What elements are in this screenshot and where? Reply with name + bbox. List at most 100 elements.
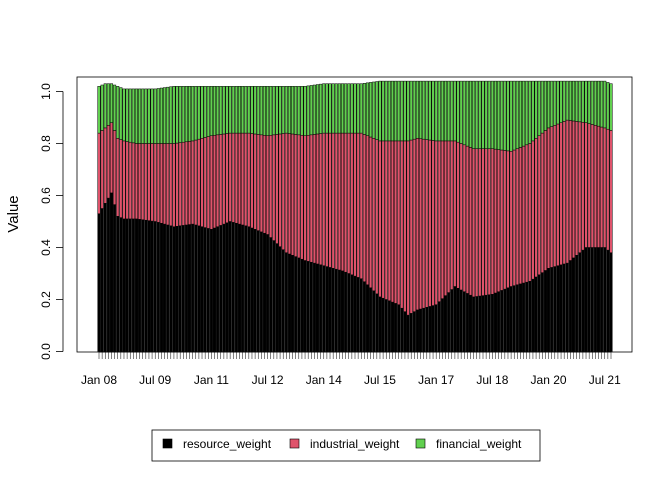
bar-industrial-148 (559, 122, 563, 266)
bar-resource-94 (390, 301, 394, 352)
bar-resource-73 (325, 266, 329, 352)
bar-resource-160 (596, 247, 601, 352)
bar-financial-61 (287, 86, 291, 134)
bar-financial-116 (459, 80, 463, 144)
bar-financial-69 (312, 84, 316, 135)
bar-financial-46 (241, 86, 245, 134)
bar-resource-108 (434, 304, 438, 352)
bar-industrial-39 (219, 134, 223, 226)
bar-financial-136 (522, 80, 526, 147)
bar-financial-121 (475, 80, 479, 149)
bar-industrial-162 (603, 127, 607, 248)
bar-resource-139 (531, 278, 535, 352)
bar-industrial-140 (534, 138, 538, 278)
bar-resource-67 (306, 261, 310, 352)
bar-industrial-115 (456, 141, 460, 289)
bar-industrial-40 (222, 133, 226, 225)
bar-financial-115 (456, 80, 460, 143)
bar-resource-54 (266, 234, 270, 352)
bar-resource-34 (203, 227, 207, 352)
bar-resource-153 (575, 255, 579, 352)
bar-financial-94 (390, 80, 394, 142)
bar-industrial-53 (262, 135, 266, 234)
bar-industrial-30 (191, 140, 195, 225)
bar-resource-0 (97, 213, 101, 352)
bar-financial-2 (103, 83, 107, 129)
bar-financial-77 (337, 83, 341, 134)
bar-industrial-3 (106, 125, 110, 199)
bar-financial-145 (550, 80, 554, 127)
bar-industrial-0 (97, 132, 101, 214)
bar-industrial-77 (337, 132, 341, 271)
bar-resource-39 (219, 225, 223, 352)
bar-resource-27 (181, 225, 185, 352)
bar-resource-134 (515, 284, 519, 352)
bar-financial-6 (116, 86, 120, 139)
bar-resource-12 (134, 218, 138, 352)
bar-industrial-126 (490, 148, 494, 295)
bar-financial-106 (428, 80, 432, 141)
bar-resource-19 (156, 222, 160, 352)
bar-resource-104 (422, 307, 426, 352)
bar-industrial-145 (550, 126, 554, 268)
bar-financial-53 (262, 86, 266, 136)
bar-resource-119 (468, 294, 473, 352)
bar-financial-113 (450, 80, 454, 142)
bar-financial-159 (593, 80, 597, 126)
bar-financial-147 (556, 80, 560, 125)
bar-financial-112 (447, 80, 451, 142)
bar-resource-137 (525, 281, 529, 352)
bar-resource-56 (272, 240, 276, 352)
bar-resource-53 (262, 232, 266, 352)
bar-industrial-46 (241, 132, 245, 226)
bar-industrial-144 (547, 127, 551, 269)
bar-financial-51 (256, 86, 260, 135)
bar-financial-105 (425, 80, 429, 140)
bar-industrial-56 (272, 134, 276, 241)
bar-industrial-17 (150, 143, 154, 222)
bar-resource-125 (487, 294, 491, 352)
bar-industrial-99 (406, 140, 410, 316)
bar-resource-50 (253, 229, 257, 352)
bar-industrial-132 (509, 151, 513, 287)
bar-industrial-48 (247, 132, 251, 227)
bar-resource-124 (484, 294, 488, 352)
bar-industrial-98 (403, 140, 407, 312)
bar-industrial-92 (384, 140, 388, 300)
bar-financial-109 (437, 80, 441, 142)
bar-financial-15 (144, 88, 148, 144)
bar-financial-131 (506, 80, 510, 152)
x-tick-label: Jan 14 (306, 373, 342, 387)
bar-financial-66 (303, 86, 307, 136)
bar-resource-115 (456, 287, 460, 352)
bar-industrial-71 (319, 133, 323, 266)
bar-resource-72 (322, 265, 326, 352)
legend-swatch-resource (162, 438, 173, 449)
bar-financial-73 (325, 83, 329, 134)
bar-industrial-35 (206, 136, 210, 229)
bar-resource-37 (212, 227, 217, 352)
bar-industrial-131 (506, 150, 510, 289)
bar-financial-132 (509, 80, 513, 152)
bar-resource-74 (328, 267, 332, 352)
x-tick-label: Jul 21 (589, 373, 621, 387)
bar-industrial-5 (113, 130, 117, 205)
bar-financial-143 (543, 80, 547, 131)
bar-resource-65 (300, 258, 304, 352)
bar-resource-143 (543, 270, 547, 352)
bar-resource-9 (125, 218, 129, 352)
bar-financial-130 (503, 80, 507, 151)
bar-financial-62 (291, 86, 295, 135)
bar-financial-5 (113, 84, 117, 131)
bar-industrial-107 (431, 140, 435, 306)
bar-resource-151 (568, 260, 572, 352)
bar-resource-76 (334, 268, 338, 352)
bar-industrial-90 (378, 140, 382, 298)
bar-financial-13 (138, 88, 142, 144)
bar-industrial-13 (138, 143, 142, 220)
bar-financial-80 (347, 83, 351, 134)
bar-resource-97 (400, 307, 404, 352)
bar-industrial-18 (153, 143, 157, 222)
bar-financial-107 (431, 80, 435, 141)
bar-resource-106 (428, 306, 432, 352)
